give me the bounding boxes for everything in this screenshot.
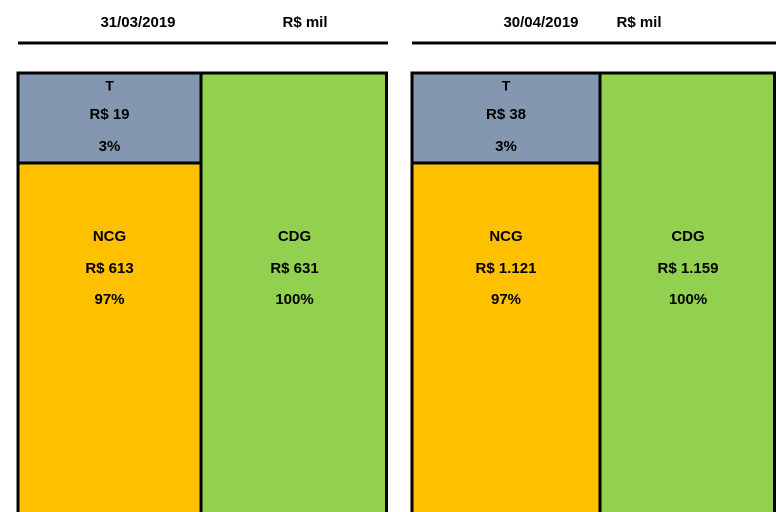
date-header: 31/03/2019: [100, 14, 175, 31]
ncg-block: [16, 161, 203, 512]
t-pct: 3%: [495, 138, 517, 155]
ncg-label: NCG: [489, 228, 522, 245]
ncg-block: [410, 161, 602, 512]
t-value: R$ 38: [486, 106, 526, 123]
ncg-pct: 97%: [94, 291, 124, 308]
ncg-value: R$ 1.121: [476, 260, 537, 277]
cdg-label: CDG: [278, 228, 311, 245]
unit-header: R$ mil: [282, 14, 327, 31]
ncg-value: R$ 613: [85, 260, 133, 277]
cdg-value: R$ 631: [270, 260, 318, 277]
cdg-label: CDG: [671, 228, 704, 245]
t-value: R$ 19: [89, 106, 129, 123]
cdg-block: [598, 71, 776, 512]
cdg-pct: 100%: [275, 291, 313, 308]
t-label: T: [105, 78, 114, 94]
t-label: T: [502, 78, 511, 94]
ncg-pct: 97%: [491, 291, 521, 308]
cdg-pct: 100%: [669, 291, 707, 308]
ncg-label: NCG: [93, 228, 126, 245]
t-pct: 3%: [99, 138, 121, 155]
cdg-block: [199, 71, 388, 512]
unit-header: R$ mil: [616, 14, 661, 31]
date-header: 30/04/2019: [503, 14, 578, 31]
cdg-value: R$ 1.159: [658, 260, 719, 277]
